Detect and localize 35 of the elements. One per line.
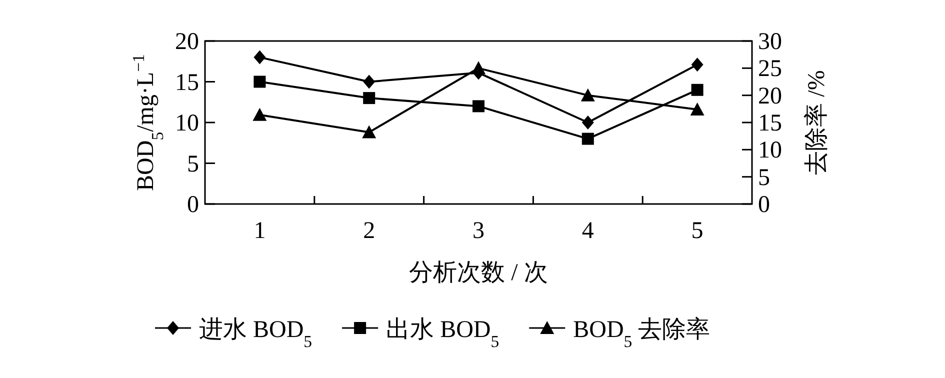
point [472,100,484,112]
point [363,74,376,89]
point [254,50,266,64]
point [362,125,376,138]
point [690,102,704,116]
y-tick-label: 15 [175,70,199,96]
y2-tick-label: 30 [758,29,782,55]
y2-tick-label: 20 [758,83,782,110]
y2-tick-label: 25 [758,56,782,82]
y-tick-label: 10 [175,110,199,136]
y2-tick-label: 15 [758,110,782,136]
point [582,132,594,145]
y2-tick-label: 10 [758,138,782,164]
x-tick-label: 1 [254,218,266,244]
point [691,84,704,96]
point [580,88,595,102]
legend-label: 出水 BOD$_{5}$ [386,317,500,350]
y-tick-label: 20 [175,29,199,55]
x-tick-label: 5 [691,218,704,244]
point [363,92,376,104]
y-tick-label: 5 [187,151,199,178]
point [254,76,266,88]
point [252,108,267,121]
y2-tick-label: 0 [758,192,770,218]
y2-tick-label: 5 [758,164,770,191]
y2-axis-title: 去除率 /% [803,70,830,175]
y-tick-label: 0 [187,192,199,218]
point [582,116,594,130]
x-tick-label: 4 [582,218,594,244]
legend-label: BOD$_{5}$ 去除率 [573,316,710,350]
x-tick-label: 2 [363,218,376,244]
x-axis-title: 分析次数 / 次 [409,260,548,286]
x-tick-label: 3 [472,218,484,244]
legend-label: 进水 BOD$_{5}$ [199,317,312,350]
point [691,58,704,72]
